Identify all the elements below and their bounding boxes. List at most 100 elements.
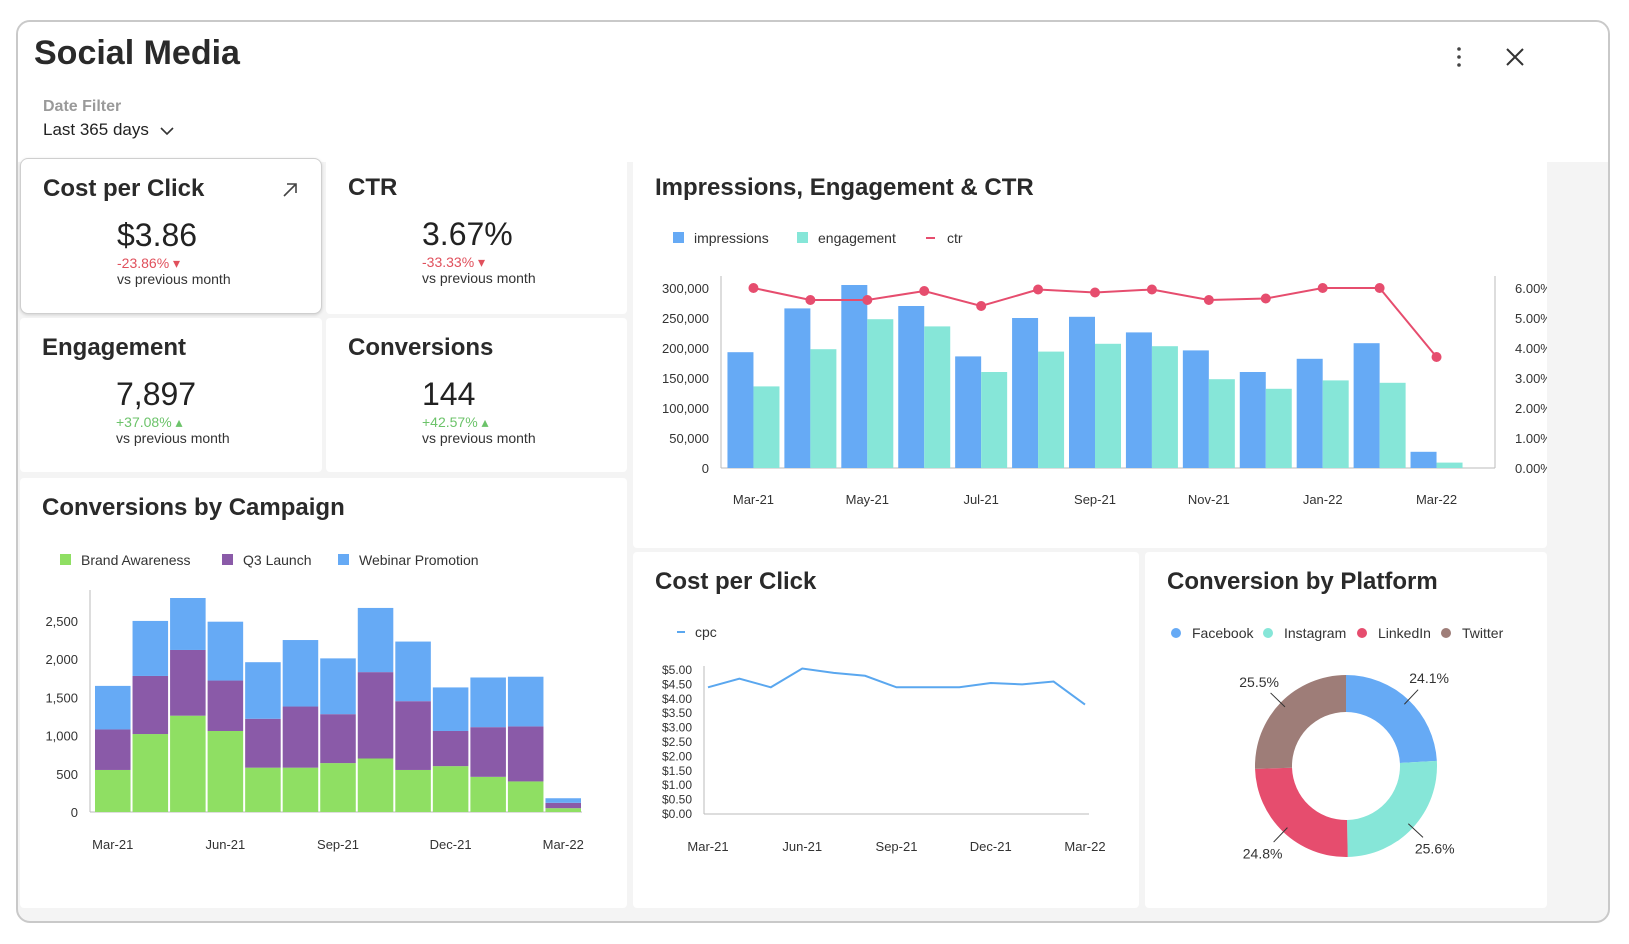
conversion-by-platform-card[interactable]: Conversion by Platform Facebook Instagram…	[1145, 552, 1547, 908]
y-tick-label: $3.50	[662, 706, 692, 720]
x-tick-label: Mar-22	[1416, 492, 1457, 507]
kpi-card-cost-per-click[interactable]: Cost per Click $3.86 -23.86% ▾ vs previo…	[20, 158, 322, 314]
kpi-subtitle: vs previous month	[422, 430, 536, 446]
y-tick-label: 300,000	[662, 281, 709, 296]
stacked-bar-segment	[132, 620, 169, 676]
slice-label: 24.1%	[1409, 670, 1449, 686]
y2-tick-label: 0.00%	[1515, 461, 1547, 476]
kpi-value: 3.67%	[422, 216, 513, 252]
y-tick-label: $0.50	[662, 793, 692, 807]
engagement-bar	[1151, 346, 1178, 468]
legend-swatch	[797, 232, 808, 243]
date-filter-dropdown[interactable]: Last 365 days	[43, 120, 174, 140]
legend-label: engagement	[818, 230, 896, 246]
y-tick-label: 500	[56, 767, 78, 782]
date-filter-label: Date Filter	[43, 98, 122, 115]
slice-label: 24.8%	[1243, 846, 1283, 862]
stacked-bar-segment	[357, 758, 394, 812]
ctr-point	[1374, 283, 1385, 293]
kpi-card-conversions[interactable]: Conversions 144 +42.57% ▴ vs previous mo…	[326, 318, 627, 472]
date-filter-value: Last 365 days	[43, 120, 149, 139]
y-tick-label: 100,000	[662, 401, 709, 416]
stacked-bar-segment	[432, 730, 469, 767]
legend-label: ctr	[947, 230, 963, 246]
legend-swatch	[338, 554, 349, 565]
slice-label: 25.5%	[1239, 674, 1279, 690]
donut-slice	[1347, 760, 1437, 857]
stacked-bar-segment	[170, 715, 206, 812]
y-tick-label: 1,000	[45, 729, 78, 744]
stacked-bar-segment	[282, 706, 319, 768]
y-tick-label: 0	[71, 805, 78, 820]
engagement-bar	[1208, 379, 1235, 468]
stacked-bar-segment	[245, 718, 281, 768]
legend-swatch	[60, 554, 71, 565]
kpi-title: CTR	[348, 174, 398, 201]
stacked-bar-segment	[545, 802, 581, 809]
stacked-bar-segment	[320, 763, 356, 812]
legend-swatch	[673, 232, 684, 243]
stacked-bar-segment	[95, 685, 131, 730]
conversions-chart: Brand Awareness Q3 Launch Webinar Promotio…	[45, 552, 583, 852]
impressions-engagement-ctr-card[interactable]: Impressions, Engagement & CTR impression…	[633, 158, 1547, 548]
cpc-chart: cpc $0.00$0.50$1.00$1.50$2.00$2.50$3.00$3…	[662, 624, 1106, 854]
close-button[interactable]	[1498, 40, 1532, 74]
x-tick-label: Mar-21	[687, 839, 728, 854]
page-title: Social Media	[34, 34, 240, 72]
chart-title: Cost per Click	[655, 568, 817, 595]
y-tick-label: 50,000	[669, 431, 709, 446]
stacked-bar-segment	[507, 676, 544, 727]
x-tick-label: Nov-21	[1188, 492, 1230, 507]
engagement-bar	[867, 319, 894, 468]
more-options-button[interactable]	[1442, 40, 1476, 74]
platform-donut-chart: Facebook Instagram LinkedIn Twitter 24.1% 25.…	[1171, 625, 1504, 862]
cost-per-click-chart-card[interactable]: Cost per Click cpc $0.00 $0.50 $1.00 $1.50 $2…	[633, 552, 1139, 908]
dashboard-header: Social Media Date Filter Last 365 days	[18, 22, 1608, 162]
x-tick-label: Mar-21	[733, 492, 774, 507]
x-tick-label: Dec-21	[970, 839, 1012, 854]
y2-tick-label: 3.00%	[1515, 371, 1547, 386]
impressions-bar	[1296, 358, 1323, 468]
y-tick-label: 250,000	[662, 311, 709, 326]
kpi-delta: -23.86% ▾	[117, 255, 180, 272]
engagement-bar	[1322, 380, 1349, 468]
y2-tick-label: 5.00%	[1515, 311, 1547, 326]
expand-icon[interactable]	[281, 181, 299, 199]
kpi-card-ctr[interactable]: CTR 3.67% -33.33% ▾ vs previous month	[326, 158, 627, 314]
stacked-bar-segment	[95, 769, 131, 812]
kpi-subtitle: vs previous month	[116, 430, 230, 446]
x-tick-label: Jan-22	[1303, 492, 1343, 507]
stacked-bar-segment	[395, 701, 431, 770]
impressions-bar	[1239, 372, 1266, 468]
slice-leader-line	[1270, 692, 1286, 708]
conversions-by-campaign-card[interactable]: Conversions by Campaign Brand Awareness Q…	[20, 478, 627, 908]
legend-swatch	[1171, 628, 1181, 638]
legend-swatch	[1441, 628, 1451, 638]
impressions-bar	[1069, 316, 1095, 468]
arrow-up-icon: ▴	[477, 414, 489, 430]
stacked-bar-segment	[170, 598, 206, 650]
kpi-card-engagement[interactable]: Engagement 7,897 +37.08% ▴ vs previous m…	[20, 318, 322, 472]
x-tick-label: Sep-21	[1074, 492, 1116, 507]
close-icon	[1506, 48, 1524, 66]
stacked-bar-segment	[207, 730, 244, 812]
engagement-bar	[1379, 382, 1406, 468]
kpi-title: Conversions	[348, 334, 494, 361]
kpi-value: $3.86	[117, 217, 198, 253]
stacked-bar-segment	[207, 621, 244, 681]
kpi-title: Cost per Click	[43, 175, 205, 202]
engagement-bar	[1265, 388, 1292, 468]
x-tick-label: Mar-22	[1064, 839, 1105, 854]
stacked-bar-segment	[545, 808, 581, 812]
slice-leader-line	[1273, 827, 1288, 843]
stacked-bar-segment	[507, 781, 544, 812]
legend-swatch	[222, 554, 233, 565]
legend-label: Instagram	[1284, 625, 1346, 641]
kpi-delta: +37.08% ▴	[116, 414, 183, 431]
y2-tick-label: 6.00%	[1515, 281, 1547, 296]
impressions-bar	[1012, 318, 1039, 468]
y2-tick-label: 2.00%	[1515, 401, 1547, 416]
slice-label: 25.6%	[1415, 840, 1455, 856]
ctr-point	[862, 295, 873, 305]
impressions-bar	[727, 352, 754, 468]
